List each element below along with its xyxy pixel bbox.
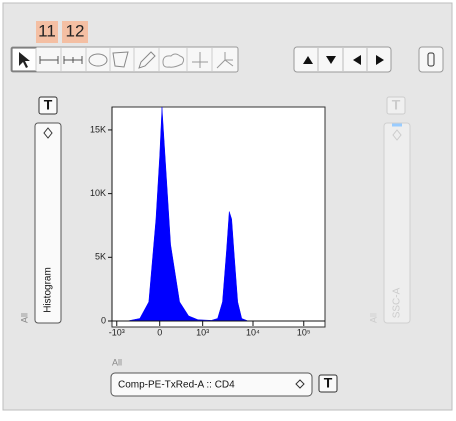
format-button-label: T bbox=[324, 375, 333, 391]
toolbar-frame bbox=[10, 46, 239, 73]
toolbar bbox=[10, 46, 239, 73]
x-tick-label: 10⁵ bbox=[297, 327, 311, 337]
navigation bbox=[293, 46, 444, 73]
ellipse-tool[interactable] bbox=[88, 53, 108, 67]
format-button[interactable] bbox=[386, 96, 406, 115]
web-tool[interactable] bbox=[216, 52, 234, 69]
format-button-label: T bbox=[44, 97, 53, 113]
y-selector[interactable] bbox=[34, 122, 62, 324]
quad-tool[interactable] bbox=[192, 52, 208, 68]
x-selector-label: Comp-PE-TxRed-A :: CD4 bbox=[118, 380, 235, 391]
x-tick-label: -10³ bbox=[109, 327, 125, 337]
selector-icon bbox=[295, 379, 305, 389]
format-button[interactable] bbox=[318, 374, 338, 393]
histogram-area bbox=[112, 106, 325, 322]
badge-label: 12 bbox=[66, 21, 85, 40]
bisect-tool[interactable] bbox=[63, 56, 83, 64]
plot-area bbox=[111, 106, 326, 328]
polygon-tool[interactable] bbox=[112, 51, 129, 68]
format-button[interactable] bbox=[38, 96, 58, 115]
format-button-label: T bbox=[392, 97, 401, 113]
badge-label: 11 bbox=[38, 21, 56, 40]
x-tick-label: 0 bbox=[157, 327, 162, 337]
selector-icon bbox=[392, 129, 402, 141]
scope-label: All bbox=[368, 313, 378, 323]
freehand-tool[interactable] bbox=[162, 53, 185, 68]
tube-icon bbox=[427, 52, 435, 67]
left-button[interactable] bbox=[353, 55, 361, 65]
scope-label: All bbox=[19, 313, 29, 323]
y-tick-label: 5K bbox=[95, 252, 106, 262]
y-selector-label: Histogram bbox=[43, 267, 54, 313]
y-tick-label: 15K bbox=[90, 124, 106, 134]
x-selector[interactable] bbox=[110, 372, 313, 397]
pencil-tool[interactable] bbox=[138, 51, 156, 69]
selector-icon bbox=[43, 127, 53, 139]
pointer-tool[interactable] bbox=[19, 52, 30, 68]
up-button[interactable] bbox=[303, 56, 313, 64]
down-button[interactable] bbox=[326, 56, 336, 64]
right-button[interactable] bbox=[376, 55, 384, 65]
x-tick-label: 10⁴ bbox=[246, 327, 260, 337]
y-tick-label: 10K bbox=[90, 188, 106, 198]
badge bbox=[62, 21, 88, 43]
secondary-selector[interactable] bbox=[383, 122, 411, 324]
x-tick-label: 10³ bbox=[196, 327, 209, 337]
y-tick-label: 0 bbox=[101, 315, 106, 325]
range-tool[interactable] bbox=[39, 56, 59, 64]
tube-button[interactable] bbox=[418, 46, 444, 73]
scope-label: All bbox=[112, 357, 122, 367]
secondary-selector-label: SSC-A bbox=[392, 287, 403, 318]
badge bbox=[36, 21, 58, 43]
